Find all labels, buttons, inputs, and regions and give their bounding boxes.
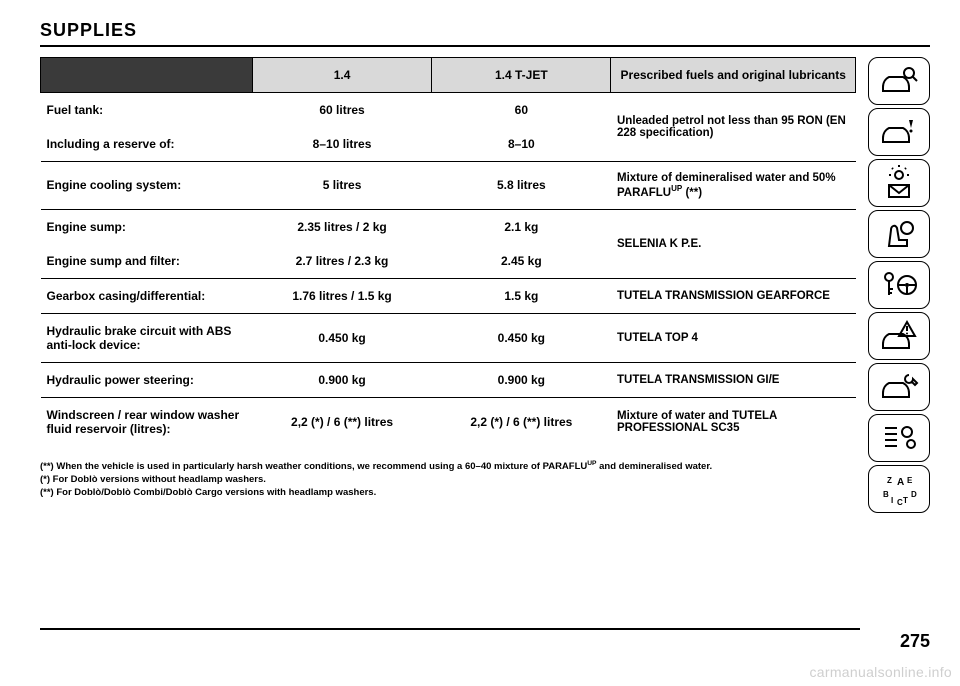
row-label: Gearbox casing/differential: <box>41 278 253 313</box>
supplies-table: 1.4 1.4 T-JET Prescribed fuels and origi… <box>40 57 856 446</box>
sidebar-icon-lights-mail[interactable] <box>868 159 930 207</box>
sidebar-icon-car-info[interactable] <box>868 108 930 156</box>
row-label: Hydraulic brake circuit with ABS anti-lo… <box>41 313 253 362</box>
sup: UP <box>587 460 596 467</box>
footnote: (**) For Doblò/Doblò Combi/Doblò Cargo v… <box>40 487 856 500</box>
text: Mixture of demineralised water and 50% P… <box>617 172 836 199</box>
car-warning-icon <box>879 318 919 354</box>
header-col4: Prescribed fuels and original lubricants <box>611 58 856 93</box>
car-info-icon <box>879 114 919 150</box>
header-blank <box>41 58 253 93</box>
sidebar-icon-seat-airbag[interactable] <box>868 210 930 258</box>
header-col2: 1.4 <box>252 58 431 93</box>
sidebar-icon-car-inspect[interactable] <box>868 57 930 105</box>
divider <box>40 45 930 47</box>
supplies-table-wrap: 1.4 1.4 T-JET Prescribed fuels and origi… <box>40 57 856 513</box>
row-val: 8–10 litres <box>252 127 431 162</box>
page-number: 275 <box>900 631 930 652</box>
row-label: Windscreen / rear window washer fluid re… <box>41 397 253 446</box>
svg-text:A: A <box>897 477 904 488</box>
row-val: 2.7 litres / 2.3 kg <box>252 244 431 279</box>
row-label: Engine sump and filter: <box>41 244 253 279</box>
row-val: 60 litres <box>252 93 431 128</box>
row-val: 8–10 <box>432 127 611 162</box>
sidebar-icon-car-warning[interactable] <box>868 312 930 360</box>
prescribed-cell: TUTELA TRANSMISSION GEARFORCE <box>611 278 856 313</box>
sup: UP <box>671 184 682 193</box>
prescribed-cell: TUTELA TOP 4 <box>611 313 856 362</box>
row-val: 60 <box>432 93 611 128</box>
watermark: carmanualsonline.info <box>810 664 953 680</box>
row-val: 5 litres <box>252 162 431 210</box>
svg-text:Z: Z <box>887 476 892 485</box>
row-label: Including a reserve of: <box>41 127 253 162</box>
footnote: (**) When the vehicle is used in particu… <box>40 460 856 474</box>
key-wheel-icon <box>879 267 919 303</box>
page-title: SUPPLIES <box>40 20 930 41</box>
row-val: 0.900 kg <box>252 362 431 397</box>
prescribed-cell: TUTELA TRANSMISSION GI/E <box>611 362 856 397</box>
svg-text:T: T <box>903 496 908 505</box>
seat-airbag-icon <box>879 216 919 252</box>
text: (**) When the vehicle is used in particu… <box>40 461 587 472</box>
row-val: 2.1 kg <box>432 209 611 244</box>
sidebar-icon-key-wheel[interactable] <box>868 261 930 309</box>
prescribed-cell: Mixture of water and TUTELA PROFESSIONAL… <box>611 397 856 446</box>
row-val: 0.450 kg <box>252 313 431 362</box>
index-icon: Z E B D I C T A <box>879 471 919 507</box>
row-val: 1.5 kg <box>432 278 611 313</box>
row-val: 1.76 litres / 1.5 kg <box>252 278 431 313</box>
divider-bottom <box>40 628 860 630</box>
light-mail-icon <box>879 165 919 201</box>
sidebar-icon-index[interactable]: Z E B D I C T A <box>868 465 930 513</box>
car-wrench-icon <box>879 369 919 405</box>
footnote: (*) For Doblò versions without headlamp … <box>40 474 856 487</box>
row-val: 2,2 (*) / 6 (**) litres <box>432 397 611 446</box>
sidebar: Z E B D I C T A <box>868 57 930 513</box>
text: (**) <box>682 187 702 199</box>
row-label: Hydraulic power steering: <box>41 362 253 397</box>
row-val: 2.35 litres / 2 kg <box>252 209 431 244</box>
prescribed-cell: Unleaded petrol not less than 95 RON (EN… <box>611 93 856 162</box>
svg-text:B: B <box>883 490 889 499</box>
sidebar-icon-list-gears[interactable] <box>868 414 930 462</box>
svg-text:E: E <box>907 476 913 485</box>
prescribed-cell: Mixture of demineralised water and 50% P… <box>611 162 856 210</box>
row-val: 5.8 litres <box>432 162 611 210</box>
row-label: Engine sump: <box>41 209 253 244</box>
header-col3: 1.4 T-JET <box>432 58 611 93</box>
prescribed-cell: SELENIA K P.E. <box>611 209 856 278</box>
row-label: Fuel tank: <box>41 93 253 128</box>
row-label: Engine cooling system: <box>41 162 253 210</box>
sidebar-icon-car-wrench[interactable] <box>868 363 930 411</box>
car-magnifier-icon <box>879 63 919 99</box>
text: and demineralised water. <box>597 461 713 472</box>
row-val: 0.900 kg <box>432 362 611 397</box>
svg-text:I: I <box>891 496 893 505</box>
row-val: 0.450 kg <box>432 313 611 362</box>
footnotes: (**) When the vehicle is used in particu… <box>40 460 856 500</box>
svg-text:D: D <box>911 490 917 499</box>
row-val: 2.45 kg <box>432 244 611 279</box>
list-gears-icon <box>879 420 919 456</box>
row-val: 2,2 (*) / 6 (**) litres <box>252 397 431 446</box>
